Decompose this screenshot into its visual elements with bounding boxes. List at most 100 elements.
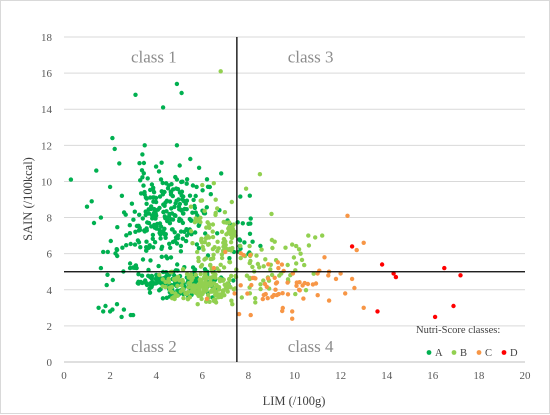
data-point-a bbox=[96, 305, 101, 310]
data-point-b bbox=[238, 255, 243, 261]
data-point-b bbox=[257, 265, 262, 270]
data-point-a bbox=[167, 199, 173, 204]
y-tick-label: 8 bbox=[47, 213, 53, 225]
data-point-d bbox=[393, 274, 399, 280]
data-point-c bbox=[265, 276, 271, 281]
data-point-b bbox=[203, 271, 208, 276]
legend-label: D bbox=[510, 348, 518, 359]
data-point-a bbox=[168, 255, 174, 260]
data-point-a bbox=[150, 195, 156, 200]
data-point-a bbox=[146, 220, 152, 226]
data-point-a bbox=[162, 232, 168, 237]
data-point-b bbox=[199, 292, 204, 298]
data-point-a bbox=[192, 203, 197, 209]
data-point-a bbox=[183, 238, 189, 244]
data-point-c bbox=[211, 265, 216, 271]
data-point-a bbox=[149, 204, 154, 209]
quadrant-labels: class 1 class 2 class 3 class 4 bbox=[131, 47, 334, 356]
data-point-c bbox=[345, 213, 350, 218]
data-point-a bbox=[178, 229, 184, 234]
data-point-a bbox=[68, 177, 74, 182]
data-point-c bbox=[349, 276, 355, 282]
data-point-b bbox=[269, 237, 275, 243]
data-point-b bbox=[285, 262, 290, 268]
data-point-a bbox=[238, 194, 243, 199]
data-point-c bbox=[260, 296, 265, 302]
data-point-b bbox=[257, 172, 263, 177]
data-point-a bbox=[194, 184, 199, 190]
data-point-a bbox=[178, 243, 184, 249]
data-point-c bbox=[248, 252, 253, 258]
data-point-c bbox=[279, 262, 285, 267]
data-point-a bbox=[204, 177, 210, 182]
data-point-a bbox=[191, 197, 196, 203]
data-point-b bbox=[210, 229, 215, 234]
data-point-c bbox=[204, 296, 210, 301]
data-point-b bbox=[215, 248, 220, 254]
data-point-b bbox=[212, 273, 217, 278]
data-point-b bbox=[178, 289, 183, 294]
data-point-b bbox=[226, 220, 232, 225]
data-point-a bbox=[166, 214, 172, 219]
data-point-a bbox=[140, 216, 145, 221]
data-point-a bbox=[140, 280, 145, 286]
data-point-b bbox=[208, 262, 213, 268]
data-point-b bbox=[222, 210, 228, 215]
data-point-a bbox=[248, 216, 253, 221]
data-point-b bbox=[229, 235, 234, 240]
data-point-b bbox=[210, 234, 216, 240]
data-point-b bbox=[239, 295, 244, 300]
legend-label: B bbox=[460, 348, 467, 359]
data-point-a bbox=[172, 230, 177, 235]
x-tick-label: 8 bbox=[246, 370, 252, 382]
x-tick-label: 6 bbox=[200, 370, 206, 382]
data-point-b bbox=[229, 273, 234, 279]
data-point-a bbox=[146, 273, 151, 278]
y-tick-label: 6 bbox=[47, 249, 53, 261]
y-tick-label: 16 bbox=[41, 68, 53, 80]
data-point-a bbox=[179, 207, 184, 212]
data-point-b bbox=[211, 181, 216, 186]
data-point-b bbox=[222, 220, 227, 225]
data-point-b bbox=[258, 286, 263, 292]
data-point-a bbox=[147, 290, 153, 295]
data-point-b bbox=[196, 258, 201, 264]
data-point-b bbox=[221, 277, 226, 282]
data-point-b bbox=[296, 247, 302, 252]
data-point-b bbox=[311, 271, 316, 276]
data-point-b bbox=[166, 276, 171, 282]
data-point-a bbox=[187, 193, 193, 198]
data-point-c bbox=[241, 252, 246, 258]
data-point-b bbox=[283, 245, 288, 250]
data-point-b bbox=[184, 272, 190, 277]
data-point-b bbox=[202, 208, 207, 214]
legend-label: C bbox=[485, 348, 492, 359]
data-point-a bbox=[84, 204, 90, 209]
data-point-d bbox=[458, 273, 463, 278]
data-point-d bbox=[391, 271, 396, 276]
x-tick-label: 16 bbox=[427, 370, 439, 382]
data-point-b bbox=[168, 287, 173, 293]
data-point-a bbox=[105, 272, 110, 277]
data-point-a bbox=[110, 307, 115, 312]
data-point-b bbox=[211, 252, 216, 257]
data-point-a bbox=[114, 247, 120, 253]
data-point-b bbox=[205, 220, 210, 225]
data-point-d bbox=[379, 262, 385, 267]
data-point-b bbox=[303, 288, 309, 293]
data-point-b bbox=[213, 197, 218, 202]
data-point-a bbox=[142, 143, 147, 148]
data-point-b bbox=[192, 220, 198, 225]
data-point-c bbox=[248, 312, 253, 318]
data-point-b bbox=[199, 236, 204, 241]
data-point-a bbox=[247, 193, 252, 198]
data-point-b bbox=[219, 252, 225, 257]
data-point-a bbox=[219, 171, 224, 176]
data-point-c bbox=[262, 281, 268, 287]
data-point-a bbox=[242, 240, 247, 245]
data-point-b bbox=[160, 277, 165, 282]
data-point-c bbox=[352, 285, 357, 291]
data-point-b bbox=[238, 243, 243, 249]
data-point-b bbox=[197, 283, 202, 288]
x-axis-title: LIM (/100g) bbox=[263, 394, 326, 408]
